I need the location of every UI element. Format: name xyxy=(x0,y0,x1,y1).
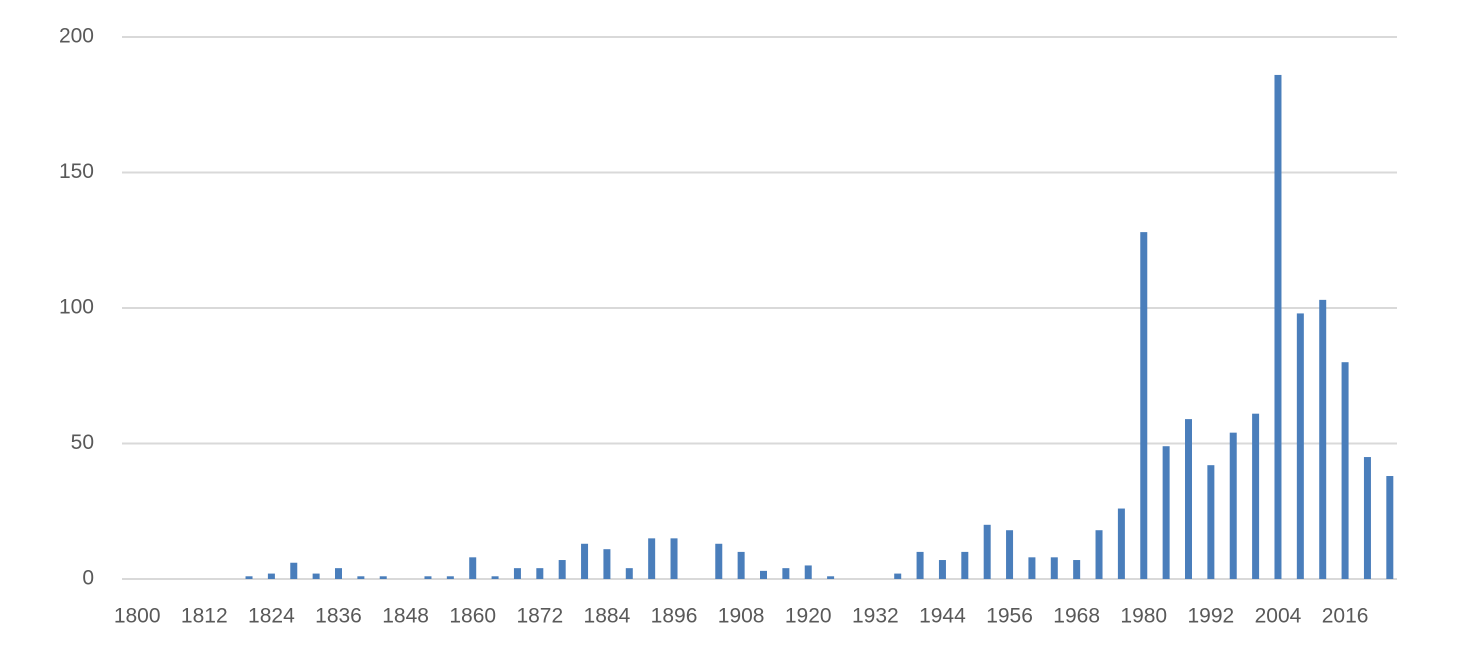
bar xyxy=(1229,432,1237,579)
x-tick-label: 1860 xyxy=(449,605,496,628)
bar xyxy=(983,524,991,579)
x-tick-label: 1872 xyxy=(516,605,563,628)
bar xyxy=(670,538,678,579)
bar xyxy=(737,551,745,579)
x-tick-label: 1884 xyxy=(584,605,631,628)
x-tick-label: 1944 xyxy=(919,605,966,628)
bar xyxy=(491,576,499,579)
bar xyxy=(1073,560,1081,579)
bar xyxy=(558,560,566,579)
bar xyxy=(469,557,477,579)
x-tick-label: 1800 xyxy=(114,605,161,628)
x-tick-label: 1932 xyxy=(852,605,899,628)
x-tick-label: 1824 xyxy=(248,605,295,628)
bar xyxy=(1006,530,1014,579)
bar xyxy=(916,551,924,579)
bar xyxy=(961,551,969,579)
bar xyxy=(760,570,767,579)
y-tick-label: 100 xyxy=(59,296,94,319)
bar xyxy=(1095,530,1103,579)
bar xyxy=(513,568,521,579)
bar xyxy=(1274,74,1282,579)
bar xyxy=(894,573,902,579)
bar xyxy=(1185,419,1192,579)
bar xyxy=(1162,446,1170,579)
bar xyxy=(335,568,342,579)
bar xyxy=(804,565,812,579)
y-tick-label: 150 xyxy=(59,160,94,183)
bar xyxy=(1207,465,1215,579)
bar xyxy=(424,576,432,579)
bar xyxy=(379,576,387,579)
bar xyxy=(1296,313,1304,579)
x-tick-label: 1812 xyxy=(181,605,228,628)
bar xyxy=(290,562,298,579)
bar xyxy=(1363,457,1371,579)
x-tick-label: 1908 xyxy=(718,605,765,628)
y-tick-label: 200 xyxy=(59,25,94,48)
x-tick-label: 1968 xyxy=(1053,605,1100,628)
bar xyxy=(245,576,253,579)
bar xyxy=(648,538,656,579)
x-tick-label: 1992 xyxy=(1188,605,1235,628)
bar xyxy=(782,568,790,579)
bar xyxy=(1028,557,1036,579)
x-tick-label: 2016 xyxy=(1322,605,1369,628)
bar xyxy=(1252,413,1260,579)
x-tick-label: 1920 xyxy=(785,605,832,628)
bar xyxy=(827,576,835,579)
x-tick-label: 1836 xyxy=(315,605,362,628)
bar xyxy=(1117,508,1125,579)
bar xyxy=(357,576,365,579)
x-tick-label: 1896 xyxy=(651,605,698,628)
x-tick-label: 2004 xyxy=(1255,605,1302,628)
bar xyxy=(536,568,544,579)
y-tick-label: 50 xyxy=(71,431,94,454)
x-tick-label: 1956 xyxy=(986,605,1033,628)
bar xyxy=(267,573,275,579)
bar xyxy=(715,543,723,579)
bar xyxy=(1050,557,1058,579)
bar xyxy=(625,568,633,579)
bar xyxy=(603,549,611,579)
bar xyxy=(1140,232,1148,579)
bar xyxy=(446,576,454,579)
x-tick-label: 1980 xyxy=(1120,605,1167,628)
bar xyxy=(1319,299,1327,579)
x-tick-label: 1848 xyxy=(382,605,429,628)
bar xyxy=(1341,362,1349,579)
bar xyxy=(312,573,320,579)
bar xyxy=(581,543,589,579)
bar xyxy=(1386,476,1394,579)
bar xyxy=(938,560,946,579)
y-tick-label: 0 xyxy=(82,567,94,590)
